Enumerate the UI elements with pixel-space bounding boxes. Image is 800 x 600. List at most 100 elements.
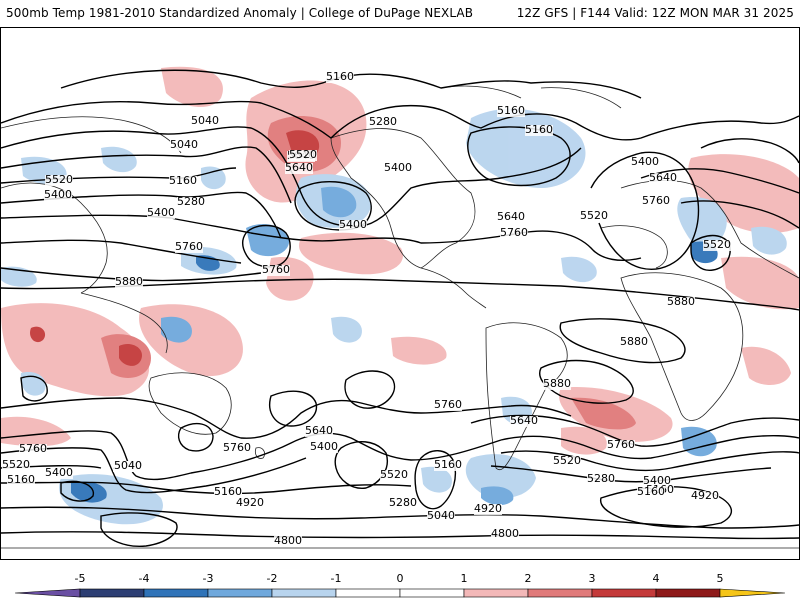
contour-label: 5760 <box>607 438 635 451</box>
contour-label: 5760 <box>175 240 203 253</box>
contour-label-bg <box>553 456 581 467</box>
contour-label: 4920 <box>236 496 264 509</box>
contour-label-bg <box>642 196 670 207</box>
contour-label: 5520 <box>289 148 317 161</box>
contour-label: 5760 <box>500 226 528 239</box>
contour-label-bg <box>500 228 528 239</box>
colorbar-tick-label: 1 <box>460 572 468 585</box>
contour-label-bg <box>637 487 665 498</box>
contour-label: 5400 <box>631 155 659 168</box>
contour-label: 5400 <box>643 474 671 487</box>
contour-label-bg <box>620 337 648 348</box>
contour-label: 5520 <box>580 209 608 222</box>
colorbar-tick-label: -4 <box>138 572 150 585</box>
contour-label-bg <box>607 440 635 451</box>
contour-label-bg <box>147 208 175 219</box>
contour-label: 5760 <box>642 194 670 207</box>
contour-label: 5880 <box>667 295 695 308</box>
contour-label-bg <box>236 498 264 509</box>
contour-label: 5880 <box>115 275 143 288</box>
contour-label-bg <box>427 511 455 522</box>
contour-label-bg <box>45 468 73 479</box>
contour-label-bg <box>474 504 502 515</box>
colorbar-segment <box>591 588 657 598</box>
contour-label: 5880 <box>543 377 571 390</box>
contour-label: 5160 <box>169 174 197 187</box>
colorbar-extend-high <box>719 588 786 598</box>
contour-label-bg <box>44 190 72 201</box>
contour-label-bg <box>223 443 251 454</box>
contour-label-bg <box>45 175 73 186</box>
colorbar-segment <box>527 588 593 598</box>
contour-label: 5760 <box>262 263 290 276</box>
contour-label-bg <box>214 487 242 498</box>
contour-label-bg <box>649 173 677 184</box>
contour-label: 5640 <box>510 414 538 427</box>
contour-label-bg <box>114 461 142 472</box>
contour-label-bg <box>191 116 219 127</box>
colorbar-tick-label: -5 <box>74 572 86 585</box>
contour-label-bg <box>339 220 367 231</box>
contour-label: 5400 <box>339 218 367 231</box>
contour-label: 5400 <box>147 206 175 219</box>
contour-label: 5040 <box>170 138 198 151</box>
contour-label: 5400 <box>44 188 72 201</box>
contour-label: 5160 <box>637 485 665 498</box>
colorbar-segment <box>399 588 465 598</box>
colorbar-segment <box>207 588 273 598</box>
contour-label-bg <box>2 460 30 471</box>
contour-label-bg <box>587 474 615 485</box>
colorbar-tick-label: 3 <box>588 572 596 585</box>
contour-label: 5760 <box>434 398 462 411</box>
contour-label-bg <box>497 106 525 117</box>
contour-label: 5160 <box>214 485 242 498</box>
anomaly-map: 5160504050405280516051605520564055205640… <box>0 27 800 560</box>
contour-label-bg <box>19 444 47 455</box>
contour-label-bg <box>115 277 143 288</box>
contour-label: 5280 <box>389 496 417 509</box>
colorbar-tick-label: -3 <box>202 572 214 585</box>
contour-label-bg <box>643 476 671 487</box>
contour-label: 5520 <box>703 238 731 251</box>
contour-label: 4800 <box>491 527 519 540</box>
contour-label-bg <box>384 163 412 174</box>
contour-label: 5040 <box>191 114 219 127</box>
contour-label-bg <box>525 125 553 136</box>
colorbar-tick-label: -2 <box>266 572 278 585</box>
contour-label-bg <box>380 470 408 481</box>
contour-label-bg <box>510 416 538 427</box>
contour-label: 5400 <box>310 440 338 453</box>
contour-labels: 5160504050405280516051605520564055205640… <box>2 70 731 547</box>
contour-label: 5280 <box>587 472 615 485</box>
contour-label: 5520 <box>2 458 30 471</box>
colorbar-segment <box>655 588 721 598</box>
contour-label: 5640 <box>305 424 333 437</box>
contour-label: 5160 <box>326 70 354 83</box>
contour-label-bg <box>262 265 290 276</box>
contour-label-bg <box>691 491 719 502</box>
contour-label: 5640 <box>497 210 525 223</box>
contour-label: 5160 <box>497 104 525 117</box>
contour-label-bg <box>274 536 302 547</box>
contour-label-bg <box>631 157 659 168</box>
contour-label: 5040 <box>114 459 142 472</box>
colorbar-segment <box>271 588 337 598</box>
contour-label-bg <box>326 72 354 83</box>
contour-label: 5760 <box>223 441 251 454</box>
contour-label: 5160 <box>525 123 553 136</box>
colorbar-tick-label: 0 <box>396 572 404 585</box>
contour-label-bg <box>667 297 695 308</box>
contour-label: 5640 <box>285 161 313 174</box>
colorbar-extend-low <box>14 588 81 598</box>
contour-label-bg <box>310 442 338 453</box>
contour-label-bg <box>175 242 203 253</box>
contour-label: 5400 <box>45 466 73 479</box>
colorbar-segment <box>79 588 145 598</box>
contour-label: 4800 <box>274 534 302 547</box>
colorbar-segment <box>143 588 209 598</box>
contour-label-bg <box>389 498 417 509</box>
model-valid-time: 12Z GFS | F144 Valid: 12Z MON MAR 31 202… <box>516 6 794 20</box>
contour-label: 5520 <box>380 468 408 481</box>
colorbar-segment <box>463 588 529 598</box>
colorbar-tick-label: -1 <box>330 572 342 585</box>
